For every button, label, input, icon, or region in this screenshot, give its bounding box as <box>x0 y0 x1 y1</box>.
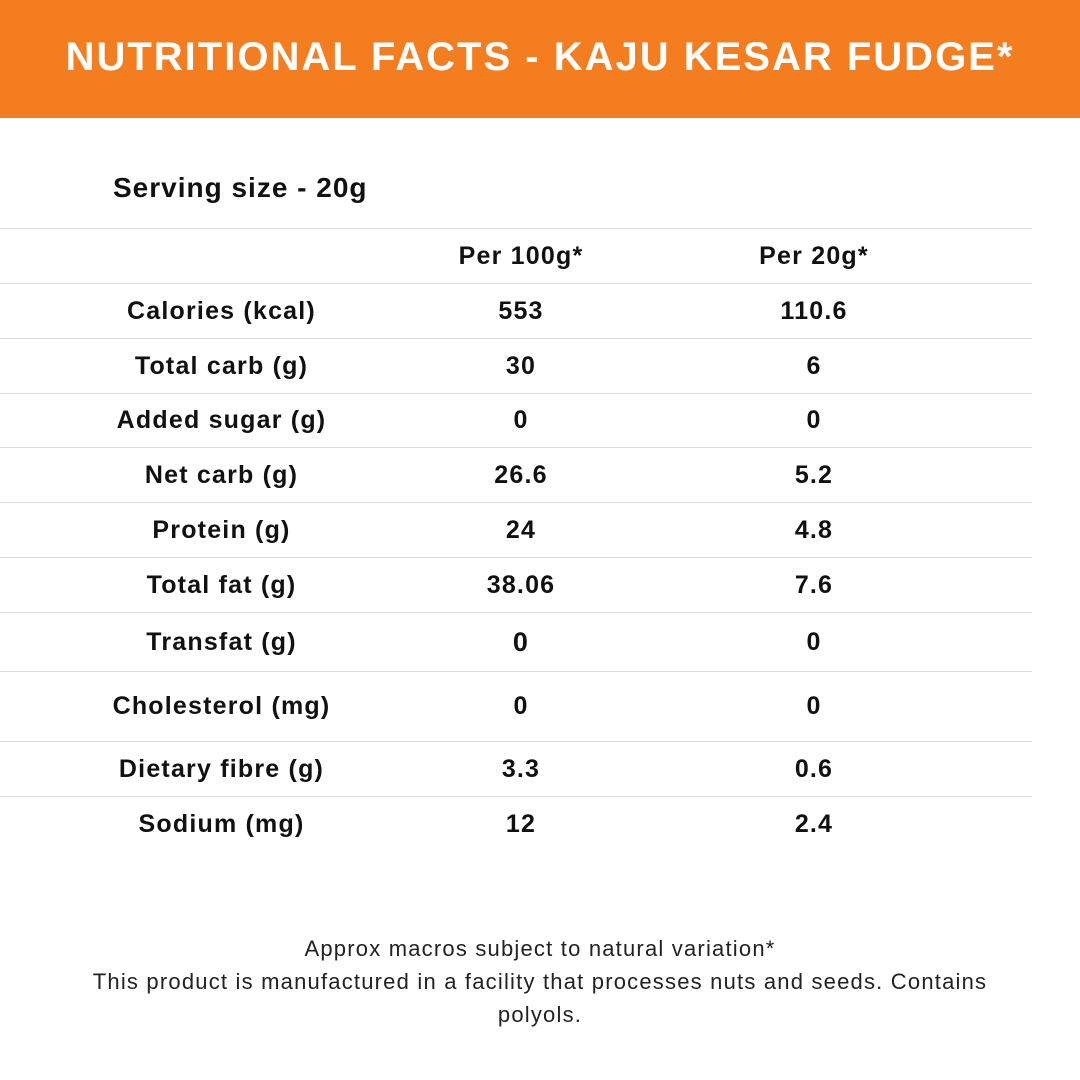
nutrient-label: Total carb (g) <box>134 351 309 380</box>
table-row: Cholesterol (mg) 0 0 <box>0 672 1032 742</box>
value-per-20g: 7.6 <box>794 570 834 599</box>
footnote: Approx macros subject to natural variati… <box>0 932 1080 1031</box>
value-per-100g: 24 <box>505 515 537 544</box>
value-per-20g: 0 <box>806 692 822 720</box>
value-per-20g: 0 <box>806 627 822 656</box>
value-per-20g: 2.4 <box>794 810 834 838</box>
nutrient-label: Total fat (g) <box>146 570 297 599</box>
table-row: Protein (g) 24 4.8 <box>0 503 1032 558</box>
footnote-allergen-note: This product is manufactured in a facili… <box>92 969 988 994</box>
table-row: Dietary fibre (g) 3.3 0.6 <box>0 742 1032 797</box>
table-header-row: Per 100g* Per 20g* <box>0 229 1032 284</box>
value-per-100g: 0 <box>513 692 529 720</box>
value-per-100g: 0 <box>513 406 529 434</box>
nutrient-label: Calories (kcal) <box>127 296 316 325</box>
value-per-20g: 110.6 <box>780 296 848 325</box>
page-title: NUTRITIONAL FACTS - KAJU KESAR FUDGE* <box>65 34 1015 79</box>
table-row: Transfat (g) 0 0 <box>0 613 1032 672</box>
nutrient-label: Dietary fibre (g) <box>118 754 325 783</box>
nutrition-table: Per 100g* Per 20g* Calories (kcal) 553 1… <box>0 228 1032 852</box>
value-per-100g: 553 <box>498 296 544 325</box>
table-row: Sodium (mg) 12 2.4 <box>0 797 1032 852</box>
value-per-100g: 3.3 <box>501 754 541 783</box>
value-per-100g: 12 <box>505 810 537 838</box>
nutrient-label: Sodium (mg) <box>138 810 305 838</box>
table-row: Calories (kcal) 553 110.6 <box>0 284 1032 339</box>
table-row: Added sugar (g) 0 0 <box>0 394 1032 448</box>
footnote-allergen-note-continued: polyols. <box>497 1002 583 1027</box>
nutrient-label: Cholesterol (mg) <box>112 692 331 720</box>
value-per-20g: 0.6 <box>794 754 834 783</box>
header-banner: NUTRITIONAL FACTS - KAJU KESAR FUDGE* <box>0 0 1080 118</box>
column-header-per-20g: Per 20g* <box>759 241 869 270</box>
value-per-20g: 4.8 <box>794 515 834 544</box>
nutrient-label: Protein (g) <box>152 515 291 544</box>
value-per-100g: 26.6 <box>494 460 548 489</box>
serving-size-label: Serving size - 20g <box>113 172 368 203</box>
nutrient-label: Net carb (g) <box>144 460 299 489</box>
table-row: Total fat (g) 38.06 7.6 <box>0 558 1032 613</box>
value-per-100g: 38.06 <box>486 570 556 599</box>
column-header-per-100g: Per 100g* <box>458 241 584 270</box>
value-per-20g: 0 <box>806 406 822 434</box>
footnote-variation-note: Approx macros subject to natural variati… <box>304 936 776 961</box>
nutrient-label: Transfat (g) <box>146 627 297 656</box>
nutrient-label: Added sugar (g) <box>116 406 327 434</box>
value-per-100g: 30 <box>505 351 537 380</box>
value-per-20g: 5.2 <box>794 460 834 489</box>
value-per-100g: 0 <box>512 626 530 657</box>
value-per-20g: 6 <box>806 351 822 380</box>
table-row: Net carb (g) 26.6 5.2 <box>0 448 1032 503</box>
table-row: Total carb (g) 30 6 <box>0 339 1032 394</box>
